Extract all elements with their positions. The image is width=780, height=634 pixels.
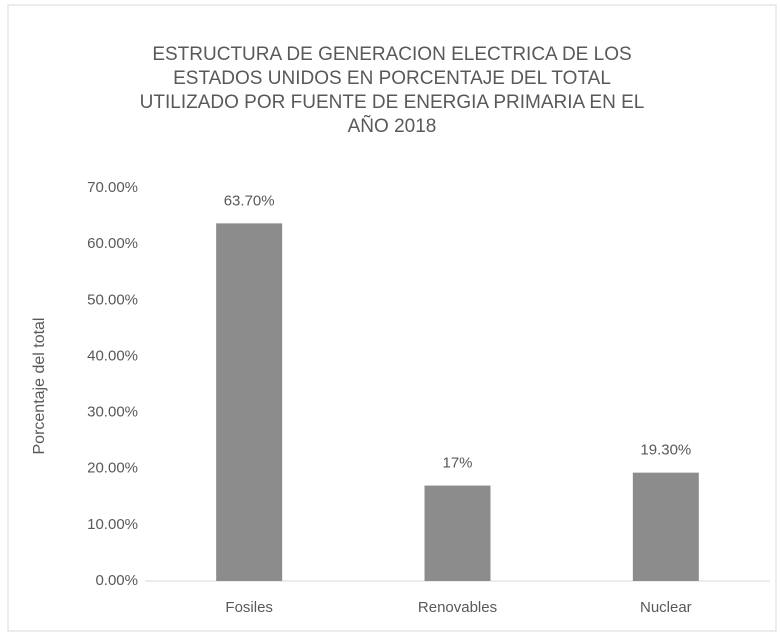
bar xyxy=(216,223,283,581)
data-label: 17% xyxy=(442,455,472,472)
y-tick-label: 70.00% xyxy=(87,179,138,196)
y-tick-label: 20.00% xyxy=(87,460,138,477)
x-tick-label: Nuclear xyxy=(640,599,692,616)
y-tick-label: 40.00% xyxy=(87,347,138,364)
y-axis-label: Porcentaje del total xyxy=(31,318,48,455)
y-tick-label: 50.00% xyxy=(87,291,138,308)
data-label: 63.70% xyxy=(224,192,275,209)
chart-title: ESTRUCTURA DE GENERACION ELECTRICA DE LO… xyxy=(152,44,631,65)
bar xyxy=(632,472,699,581)
y-tick-label: 60.00% xyxy=(87,235,138,252)
x-tick-label: Renovables xyxy=(418,599,497,616)
y-tick-label: 10.00% xyxy=(87,516,138,533)
y-tick-label: 0.00% xyxy=(95,572,138,589)
y-tick-label: 30.00% xyxy=(87,404,138,421)
data-label: 19.30% xyxy=(640,442,691,459)
chart-title: UTILIZADO POR FUENTE DE ENERGIA PRIMARIA… xyxy=(140,92,645,113)
chart-title: AÑO 2018 xyxy=(348,115,437,137)
x-tick-label: Fosiles xyxy=(225,599,273,616)
bar xyxy=(424,485,491,581)
chart-title: ESTADOS UNIDOS EN PORCENTAJE DEL TOTAL xyxy=(173,68,611,89)
